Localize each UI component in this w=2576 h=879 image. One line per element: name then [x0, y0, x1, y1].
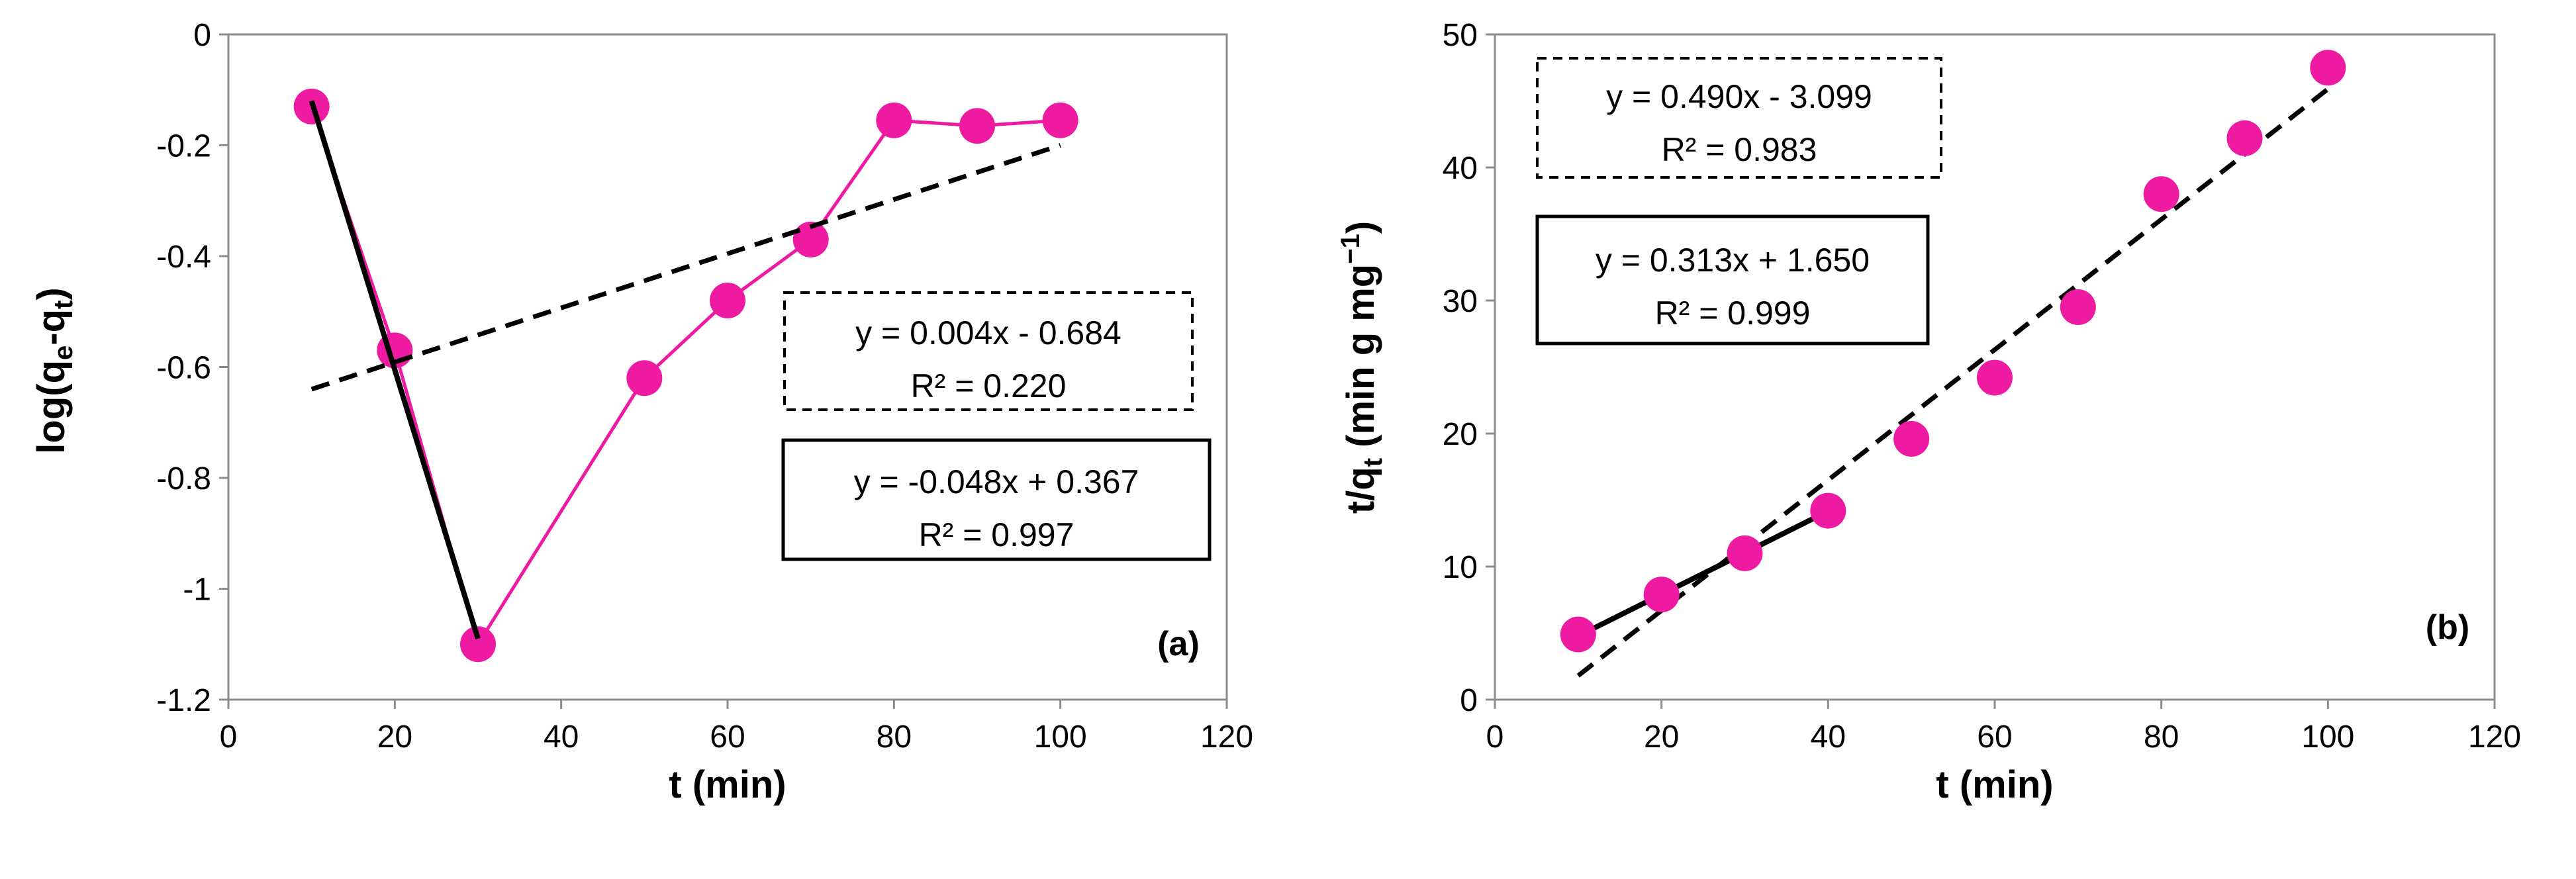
y-tick-label-a: -0.2 [156, 129, 211, 164]
y-ticks-b: 0 10 20 30 40 50 [1443, 18, 1495, 718]
panel-label-a: (a) [1157, 625, 1200, 663]
y-tick-label-a: -1 [183, 573, 211, 608]
x-tick-label-b: 0 [1486, 719, 1504, 755]
x-axis-title-b: t (min) [1936, 763, 2053, 806]
equation-box-solid-a [781, 438, 1212, 561]
data-point-a [792, 221, 829, 257]
data-point-b [1977, 359, 2013, 396]
equation-solid-a-line1: y = -0.048x + 0.367 [854, 463, 1139, 500]
x-axis-title-a: t (min) [669, 763, 786, 806]
data-series-a [293, 88, 1078, 663]
panel-label-b: (b) [2426, 608, 2469, 647]
y-tick-label-a: -0.6 [156, 351, 211, 386]
fit-line-solid-b [1577, 508, 1830, 639]
data-point-a [959, 108, 995, 144]
data-point-b [2226, 120, 2263, 156]
y-axis-title-a: log(qe-qt) [30, 287, 78, 453]
fit-line-dashed-a [310, 143, 1061, 392]
y-tick-label-b: 20 [1443, 417, 1478, 452]
data-series-b [1560, 50, 2346, 653]
data-point-a [710, 283, 745, 318]
y-axis-title-b: t/qt (min g mg−1) [1336, 221, 1388, 514]
equation-dashed-a-line1: y = 0.004x - 0.684 [855, 314, 1121, 351]
data-point-b [2143, 176, 2179, 212]
y-tick-label-a: -1.2 [156, 683, 211, 718]
fit-line-solid-a [309, 100, 481, 640]
x-tick-label-a: 0 [220, 719, 238, 755]
y-tick-label-b: 0 [1460, 683, 1478, 718]
equation-solid-a-line2: R² = 0.997 [919, 516, 1074, 553]
x-tick-label-a: 60 [710, 719, 745, 755]
chart-panel-a: 0 20 40 60 80 100 120 -1.2 -1 -0.8 -0.6 -0.4 -0.2 0 … [30, 18, 1253, 806]
y-tick-label-a: -0.4 [156, 240, 211, 275]
x-tick-label-b: 80 [2144, 719, 2179, 755]
equation-solid-b-line2: R² = 0.999 [1655, 295, 1811, 332]
fit-lines-a [309, 100, 1061, 640]
x-tick-label-b: 20 [1644, 719, 1679, 755]
y-tick-label-b: 10 [1443, 550, 1478, 585]
y-tick-label-a: 0 [193, 18, 211, 53]
x-ticks-b: 0 20 40 60 80 100 120 [1486, 700, 2521, 755]
x-tick-label-b: 40 [1811, 719, 1846, 755]
equation-box-dashed-b [1536, 57, 1942, 179]
data-point-b [2060, 289, 2096, 326]
y-tick-label-b: 40 [1443, 151, 1478, 186]
data-point-b [1810, 492, 1846, 529]
equation-box-solid-b [1535, 214, 1930, 346]
data-point-b [1560, 616, 1596, 653]
data-point-a [1042, 102, 1078, 138]
x-tick-label-a: 80 [877, 719, 912, 755]
y-tick-label-b: 30 [1443, 284, 1478, 319]
x-tick-label-a: 100 [1034, 719, 1087, 755]
chart-panel-b: 0 20 40 60 80 100 120 0 10 20 30 40 50 y = 0.490x -… [1336, 18, 2521, 806]
data-point-b [1643, 577, 1680, 613]
x-tick-label-a: 40 [544, 719, 579, 755]
data-point-b [1727, 535, 1763, 571]
equation-solid-b-line1: y = 0.313x + 1.650 [1596, 242, 1870, 279]
fit-lines-b [1576, 87, 2330, 678]
data-point-a [876, 102, 912, 138]
x-tick-label-a: 120 [1200, 719, 1253, 755]
data-point-b [2310, 50, 2346, 86]
x-tick-label-b: 100 [2301, 719, 2354, 755]
equation-dashed-a-line2: R² = 0.220 [911, 367, 1067, 404]
equation-box-dashed-a [783, 291, 1194, 411]
equation-dashed-b-line2: R² = 0.983 [1662, 131, 1817, 168]
data-point-b [1893, 421, 1930, 457]
fit-line-dashed-b [1576, 87, 2330, 678]
y-tick-label-a: -0.8 [156, 461, 211, 496]
data-point-a [460, 626, 496, 663]
data-point-a [626, 360, 663, 396]
y-tick-label-b: 50 [1443, 18, 1478, 53]
equation-dashed-b-line1: y = 0.490x - 3.099 [1606, 78, 1872, 115]
x-tick-label-b: 60 [1977, 719, 2012, 755]
x-ticks-a: 0 20 40 60 80 100 120 [220, 700, 1253, 755]
y-ticks-a: -1.2 -1 -0.8 -0.6 -0.4 -0.2 0 [156, 18, 228, 718]
x-tick-label-b: 120 [2468, 719, 2521, 755]
x-tick-label-a: 20 [377, 719, 412, 755]
